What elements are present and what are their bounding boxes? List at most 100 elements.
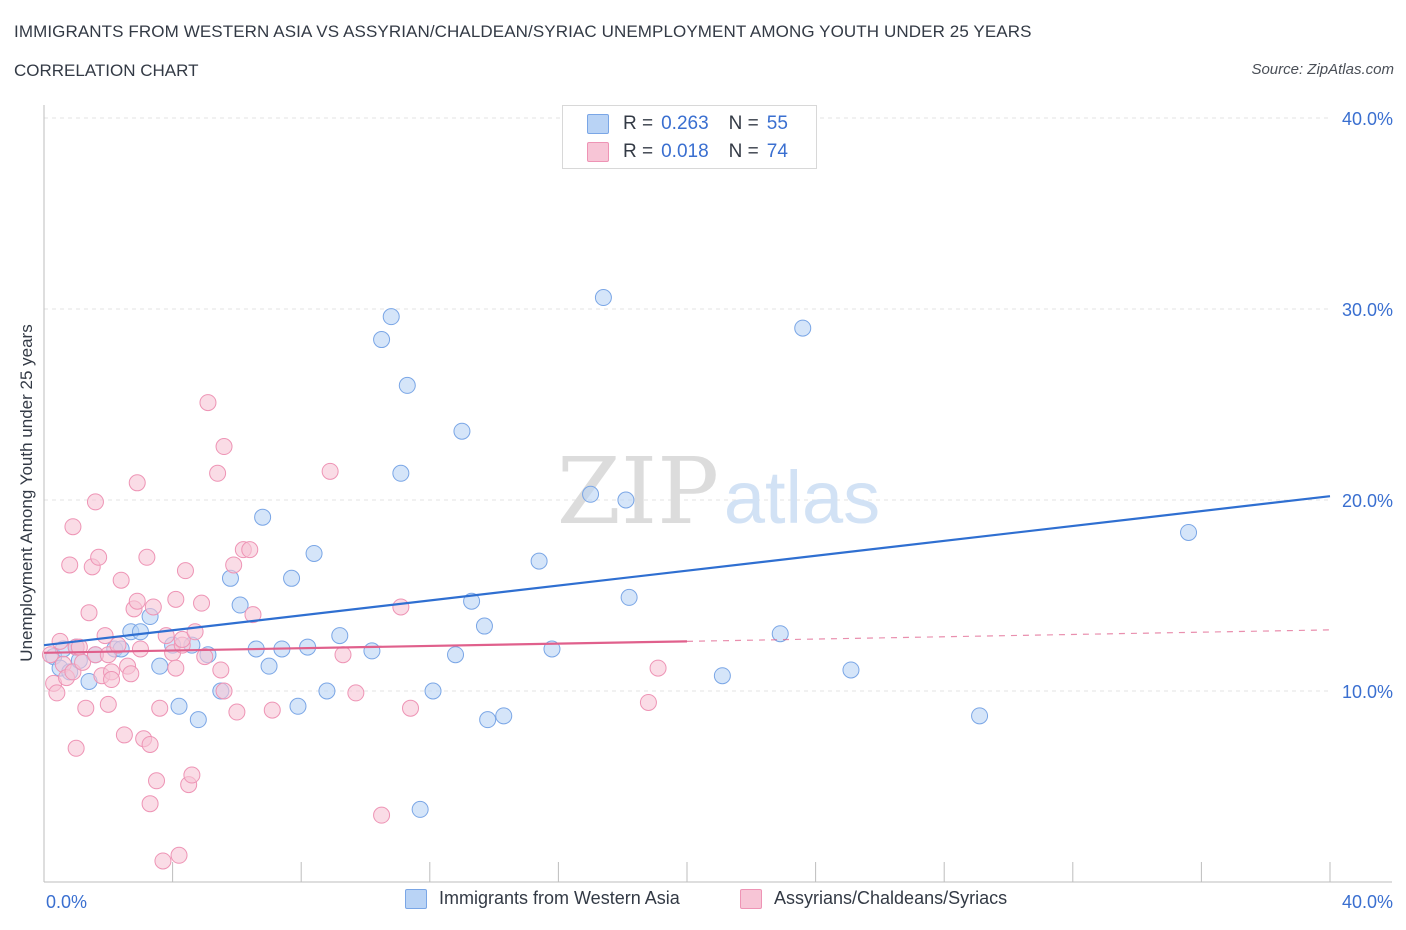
legend-r-value: 0.018 <box>661 141 709 162</box>
point-western-asia <box>453 422 471 440</box>
x-tick-label-max: 40.0% <box>1342 892 1393 912</box>
point-assyrian <box>115 726 133 744</box>
point-assyrian <box>64 518 82 536</box>
watermark: ZIP atlas <box>557 438 880 545</box>
point-assyrian <box>199 394 217 412</box>
legend-swatch-pink <box>587 142 609 162</box>
point-assyrian <box>167 659 185 677</box>
point-western-asia <box>151 657 169 675</box>
point-western-asia <box>170 697 188 715</box>
point-assyrian <box>215 438 233 456</box>
point-assyrian <box>128 592 146 610</box>
point-western-asia <box>318 682 336 700</box>
point-assyrian <box>138 548 156 566</box>
point-western-asia <box>373 331 391 349</box>
chart-title: IMMIGRANTS FROM WESTERN ASIA VS ASSYRIAN… <box>14 22 1032 41</box>
point-assyrian <box>334 646 352 664</box>
point-western-asia <box>479 711 497 729</box>
bottom-legend-label: Immigrants from Western Asia <box>439 888 680 908</box>
point-assyrian <box>151 699 169 717</box>
point-western-asia <box>189 711 207 729</box>
y-axis-label: Unemployment Among Youth under 25 years <box>17 324 36 662</box>
point-assyrian <box>61 556 79 574</box>
point-assyrian <box>170 846 188 864</box>
point-assyrian <box>77 699 95 717</box>
point-western-asia <box>1180 523 1198 541</box>
point-assyrian <box>639 693 657 711</box>
point-western-asia <box>424 682 442 700</box>
legend-n-label: N = <box>728 141 759 162</box>
point-assyrian <box>74 653 92 671</box>
point-western-asia <box>254 508 272 526</box>
point-western-asia <box>475 617 493 635</box>
y-tick-label: 10.0% <box>1342 682 1393 702</box>
legend-r-value: 0.263 <box>661 113 709 134</box>
point-assyrian <box>173 630 191 648</box>
legend-n-value: 55 <box>766 113 788 134</box>
point-western-asia <box>530 552 548 570</box>
legend-r-label: R = <box>623 113 654 134</box>
point-western-asia <box>398 376 416 394</box>
point-western-asia <box>794 319 812 337</box>
point-western-asia <box>392 464 410 482</box>
point-assyrian <box>183 766 201 784</box>
point-western-asia <box>447 646 465 664</box>
point-assyrian <box>112 571 130 589</box>
point-assyrian <box>649 659 667 677</box>
x-tick-label-min: 0.0% <box>46 892 87 912</box>
point-western-asia <box>289 697 307 715</box>
point-assyrian <box>402 699 420 717</box>
legend-n-label: N = <box>728 113 759 134</box>
point-assyrian <box>41 646 59 664</box>
point-western-asia <box>771 625 789 643</box>
point-assyrian <box>241 541 259 559</box>
point-assyrian <box>215 682 233 700</box>
point-assyrian <box>225 556 243 574</box>
point-assyrian <box>131 640 149 658</box>
point-assyrian <box>122 665 140 683</box>
point-assyrian <box>86 493 104 511</box>
point-western-asia <box>131 623 149 641</box>
legend-swatch-blue <box>587 114 609 134</box>
point-western-asia <box>543 640 561 658</box>
y-tick-label: 30.0% <box>1342 300 1393 320</box>
point-western-asia <box>260 657 278 675</box>
bottom-legend-label: Assyrians/Chaldeans/Syriacs <box>774 888 1008 908</box>
point-assyrian <box>321 462 339 480</box>
point-assyrian <box>212 661 230 679</box>
point-western-asia <box>411 800 429 818</box>
legend-row-assyrian: R = 0.018 N = 74 <box>587 140 788 164</box>
bottom-legend-assyrian: Assyrians/Chaldeans/Syriacs <box>740 888 1007 909</box>
point-assyrian <box>141 795 159 813</box>
point-assyrian <box>263 701 281 719</box>
point-assyrian <box>80 604 98 622</box>
tick-labels: 10.0% 20.0% 30.0% 40.0% 0.0% 40.0% <box>46 109 1393 912</box>
point-western-asia <box>463 592 481 610</box>
point-assyrian <box>196 648 214 666</box>
legend-n-value: 74 <box>766 141 788 162</box>
point-assyrian <box>347 684 365 702</box>
point-western-asia <box>283 569 301 587</box>
trend-line-assyrian <box>43 640 688 654</box>
point-assyrian <box>51 632 69 650</box>
chart-subtitle: CORRELATION CHART <box>14 61 199 80</box>
source-label: Source: ZipAtlas.com <box>1251 61 1394 78</box>
point-assyrian <box>67 739 85 757</box>
y-tick-label: 20.0% <box>1342 491 1393 511</box>
legend-row-western-asia: R = 0.263 N = 55 <box>587 112 788 136</box>
point-western-asia <box>363 642 381 660</box>
watermark-atlas: atlas <box>724 456 880 539</box>
point-western-asia <box>842 661 860 679</box>
point-assyrian <box>148 772 166 790</box>
point-western-asia <box>713 667 731 685</box>
trend-lines <box>43 495 1331 654</box>
point-western-asia <box>231 596 249 614</box>
point-assyrian <box>228 703 246 721</box>
bottom-legend-western-asia: Immigrants from Western Asia <box>405 888 680 909</box>
point-assyrian <box>144 598 162 616</box>
trend-line-western-asia <box>43 495 1331 647</box>
point-western-asia <box>971 707 989 725</box>
point-western-asia <box>495 707 513 725</box>
point-western-asia <box>594 289 612 307</box>
